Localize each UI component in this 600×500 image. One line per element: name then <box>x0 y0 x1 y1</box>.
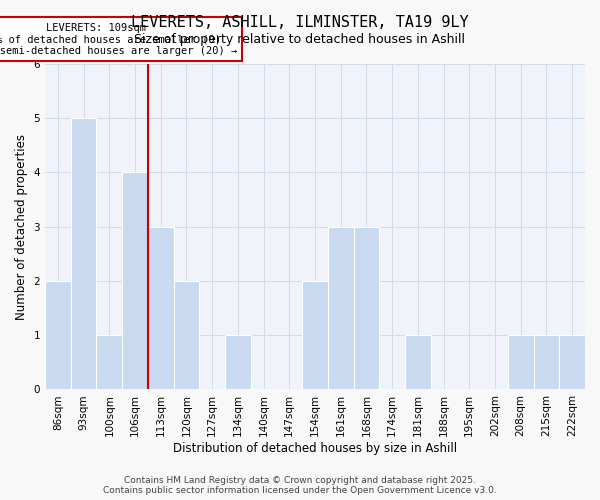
Bar <box>353 226 379 390</box>
Bar <box>71 118 97 390</box>
Bar <box>302 281 328 390</box>
Bar <box>97 335 122 390</box>
Bar <box>122 172 148 390</box>
Bar <box>328 226 353 390</box>
Text: Contains HM Land Registry data © Crown copyright and database right 2025.
Contai: Contains HM Land Registry data © Crown c… <box>103 476 497 495</box>
Bar <box>508 335 533 390</box>
Text: Size of property relative to detached houses in Ashill: Size of property relative to detached ho… <box>134 32 466 46</box>
Bar <box>173 281 199 390</box>
Bar <box>45 281 71 390</box>
Bar <box>225 335 251 390</box>
Bar <box>533 335 559 390</box>
Bar <box>148 226 173 390</box>
Text: LEVERETS, ASHILL, ILMINSTER, TA19 9LY: LEVERETS, ASHILL, ILMINSTER, TA19 9LY <box>131 15 469 30</box>
Bar <box>559 335 585 390</box>
Y-axis label: Number of detached properties: Number of detached properties <box>15 134 28 320</box>
Bar <box>405 335 431 390</box>
Text: LEVERETS: 109sqm
← 31% of detached houses are smaller (9)
69% of semi-detached h: LEVERETS: 109sqm ← 31% of detached house… <box>0 22 237 56</box>
X-axis label: Distribution of detached houses by size in Ashill: Distribution of detached houses by size … <box>173 442 457 455</box>
